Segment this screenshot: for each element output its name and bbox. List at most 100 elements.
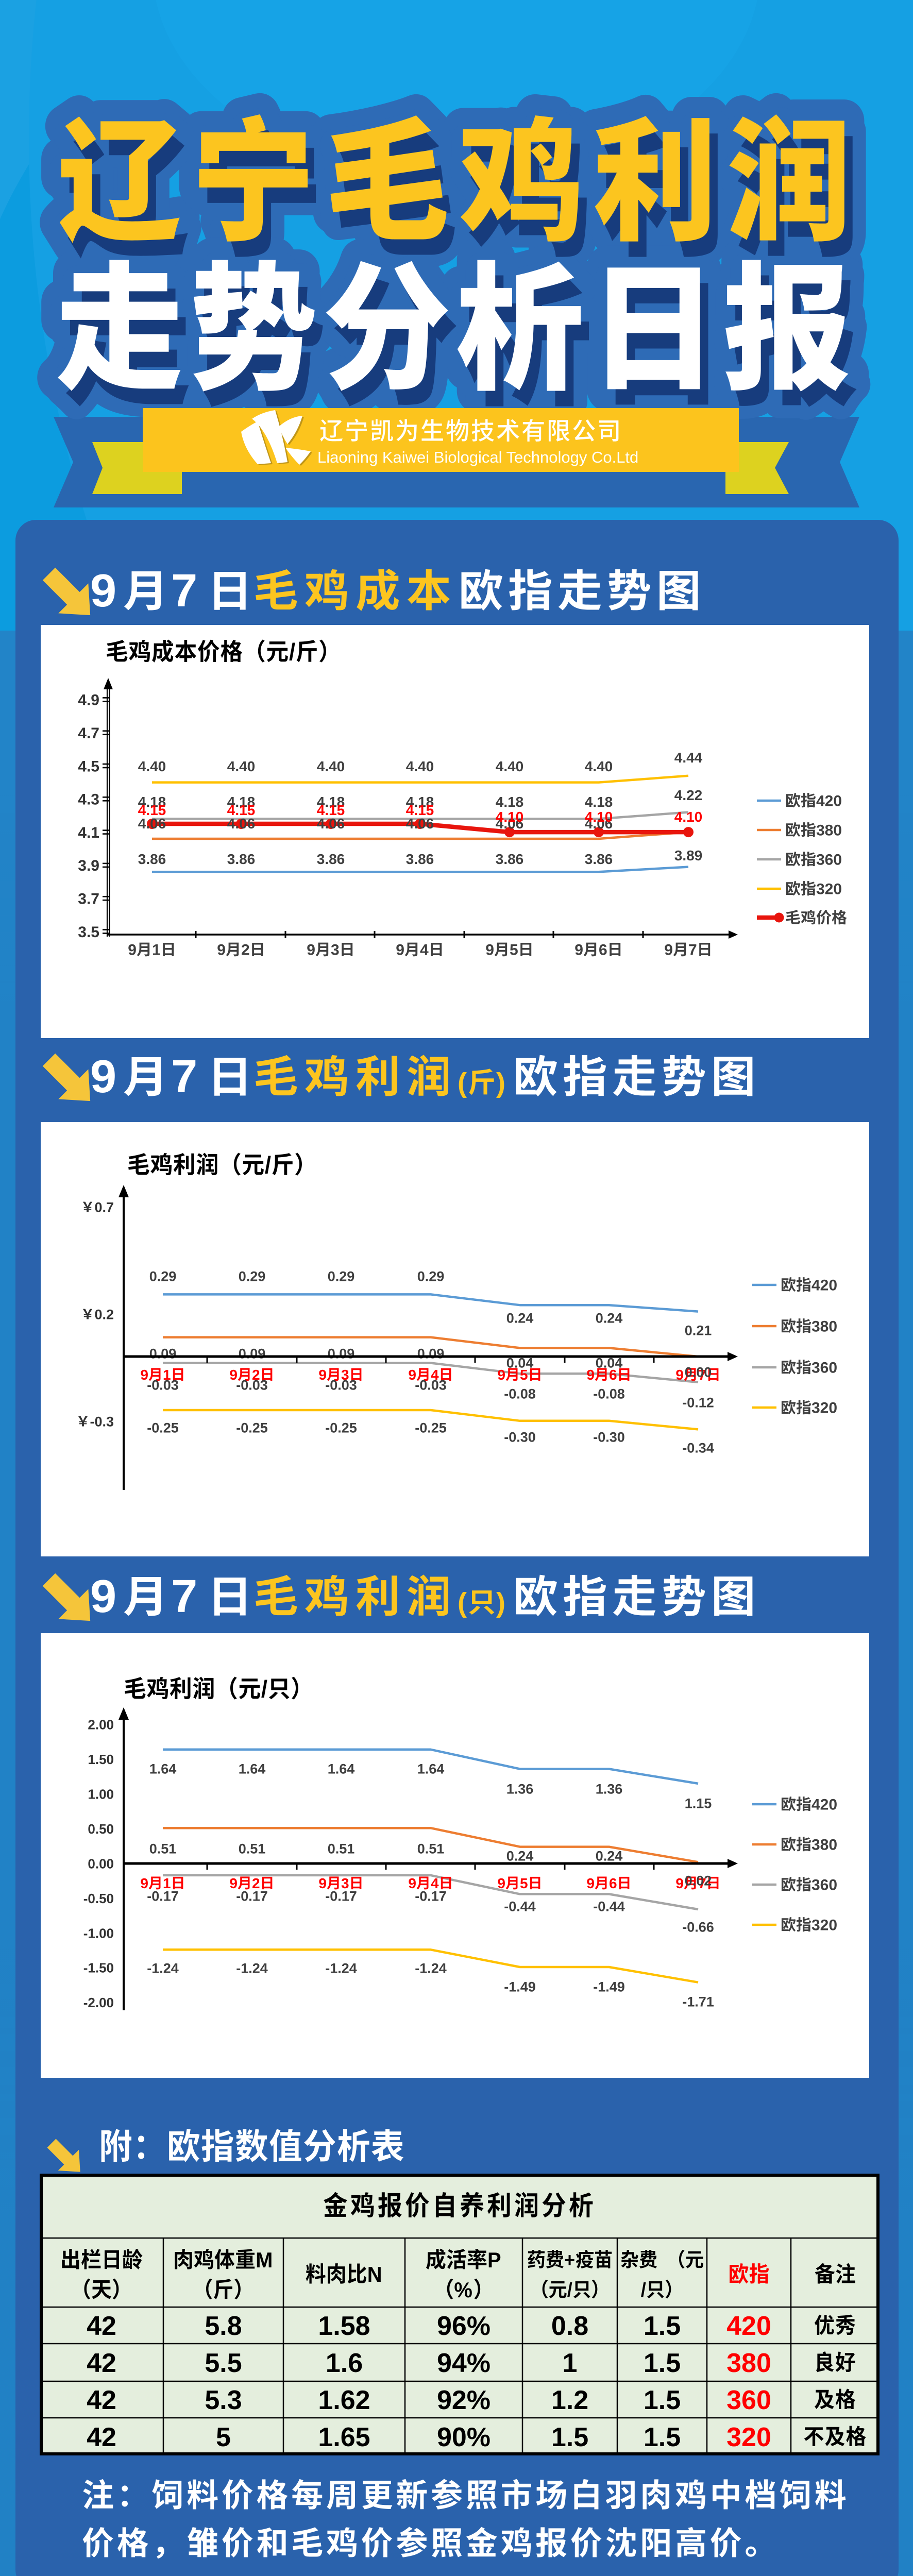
svg-text:2: 2 bbox=[820, 1917, 829, 1934]
svg-text:0.29: 0.29 bbox=[417, 1269, 445, 1284]
svg-text:5: 5 bbox=[510, 942, 518, 959]
svg-text:1.64: 1.64 bbox=[149, 1761, 177, 1777]
svg-text:4.40: 4.40 bbox=[138, 758, 166, 774]
svg-text:5.3: 5.3 bbox=[205, 2385, 242, 2415]
svg-text:/: / bbox=[261, 1675, 268, 1702]
svg-text:4.44: 4.44 bbox=[674, 750, 703, 766]
svg-text:0: 0 bbox=[833, 852, 842, 869]
svg-text:4: 4 bbox=[420, 942, 429, 959]
svg-text:6: 6 bbox=[609, 1367, 617, 1383]
svg-text:4.3: 4.3 bbox=[78, 791, 99, 808]
svg-text:-2.00: -2.00 bbox=[83, 1995, 114, 2010]
svg-text:9: 9 bbox=[675, 1875, 684, 1891]
svg-text:9: 9 bbox=[408, 1875, 416, 1891]
svg-text:1.5: 1.5 bbox=[644, 2385, 681, 2415]
svg-text:0: 0 bbox=[829, 1837, 837, 1854]
svg-text:3: 3 bbox=[811, 1400, 820, 1417]
svg-text:-0.17: -0.17 bbox=[415, 1889, 447, 1904]
svg-text:3: 3 bbox=[811, 1917, 820, 1934]
svg-text:3: 3 bbox=[811, 1360, 820, 1377]
svg-text:0: 0 bbox=[95, 1307, 103, 1323]
svg-text:-0.17: -0.17 bbox=[325, 1889, 357, 1904]
svg-text:4: 4 bbox=[431, 1367, 439, 1383]
svg-text:-0.34: -0.34 bbox=[682, 1440, 714, 1456]
svg-text:0.09: 0.09 bbox=[417, 1346, 445, 1362]
svg-text:1.5: 1.5 bbox=[644, 2422, 681, 2452]
svg-text:4.1: 4.1 bbox=[78, 824, 99, 841]
svg-text:/: / bbox=[289, 638, 296, 665]
svg-text:9: 9 bbox=[229, 1367, 238, 1383]
svg-text:0.51: 0.51 bbox=[149, 1841, 177, 1857]
svg-text:4.06: 4.06 bbox=[406, 816, 434, 832]
svg-text:9: 9 bbox=[664, 942, 673, 959]
svg-text:1.62: 1.62 bbox=[318, 2385, 370, 2415]
svg-text:0: 0 bbox=[829, 1318, 837, 1335]
svg-text:8: 8 bbox=[820, 1318, 829, 1335]
svg-text:-0.50: -0.50 bbox=[83, 1891, 114, 1906]
svg-text:0.09: 0.09 bbox=[149, 1346, 177, 1362]
svg-text:42: 42 bbox=[87, 2385, 116, 2415]
svg-text:4.40: 4.40 bbox=[585, 758, 613, 774]
svg-text:4.15: 4.15 bbox=[138, 802, 166, 818]
svg-text:7: 7 bbox=[171, 565, 197, 617]
svg-text:9: 9 bbox=[318, 1367, 327, 1383]
svg-text:3: 3 bbox=[811, 1877, 820, 1894]
svg-text:7: 7 bbox=[688, 942, 697, 959]
svg-text:3: 3 bbox=[816, 822, 825, 839]
svg-text:42: 42 bbox=[87, 2422, 116, 2452]
svg-text:-0.17: -0.17 bbox=[236, 1889, 268, 1904]
svg-text:4.18: 4.18 bbox=[138, 794, 166, 810]
svg-text:0.09: 0.09 bbox=[328, 1346, 355, 1362]
svg-text:9: 9 bbox=[408, 1367, 416, 1383]
svg-text:4.18: 4.18 bbox=[406, 794, 434, 810]
svg-text:3.86: 3.86 bbox=[138, 851, 166, 867]
svg-text:4.06: 4.06 bbox=[138, 816, 166, 832]
svg-text:42: 42 bbox=[87, 2311, 116, 2341]
svg-text:1: 1 bbox=[163, 1875, 171, 1891]
svg-text:0.8: 0.8 bbox=[551, 2311, 588, 2341]
svg-text:0.24: 0.24 bbox=[506, 1849, 534, 1864]
svg-text:9: 9 bbox=[140, 1367, 148, 1383]
svg-text:0.00: 0.00 bbox=[685, 1365, 712, 1380]
svg-text:0.50: 0.50 bbox=[88, 1821, 114, 1837]
svg-text:-0.03: -0.03 bbox=[325, 1378, 357, 1393]
svg-text:3.86: 3.86 bbox=[406, 851, 434, 867]
svg-text:4.18: 4.18 bbox=[317, 794, 345, 810]
svg-text:7: 7 bbox=[106, 1200, 114, 1215]
svg-text:4.10: 4.10 bbox=[674, 809, 703, 825]
svg-text:9: 9 bbox=[586, 1367, 595, 1383]
svg-text:-0.30: -0.30 bbox=[504, 1430, 536, 1445]
svg-text:420: 420 bbox=[726, 2311, 771, 2341]
svg-text:4.10: 4.10 bbox=[496, 809, 524, 825]
svg-text:1.64: 1.64 bbox=[417, 1761, 445, 1777]
svg-text:2: 2 bbox=[820, 1277, 829, 1294]
svg-text:.: . bbox=[103, 1307, 107, 1323]
svg-text:1.2: 1.2 bbox=[551, 2385, 588, 2415]
svg-text:6: 6 bbox=[820, 1360, 829, 1377]
svg-text:3: 3 bbox=[341, 1367, 349, 1383]
svg-text:7: 7 bbox=[698, 1875, 706, 1891]
svg-text:4.40: 4.40 bbox=[317, 758, 345, 774]
svg-text:4.18: 4.18 bbox=[496, 794, 524, 810]
svg-text:3.86: 3.86 bbox=[317, 851, 345, 867]
svg-text:-0.66: -0.66 bbox=[682, 1920, 714, 1935]
svg-text:1.15: 1.15 bbox=[685, 1796, 712, 1811]
svg-text:5: 5 bbox=[216, 2422, 231, 2452]
svg-text:0: 0 bbox=[833, 793, 842, 810]
svg-text:5: 5 bbox=[520, 1875, 528, 1891]
svg-text:2: 2 bbox=[825, 793, 834, 810]
svg-text:9: 9 bbox=[586, 1875, 595, 1891]
svg-text:4: 4 bbox=[811, 1277, 820, 1294]
svg-text:-0.08: -0.08 bbox=[593, 1386, 625, 1402]
svg-text:M: M bbox=[256, 2248, 273, 2272]
svg-text:7: 7 bbox=[171, 1571, 197, 1622]
svg-text:3.7: 3.7 bbox=[78, 891, 99, 908]
svg-text:2: 2 bbox=[252, 1875, 260, 1891]
svg-text:/: / bbox=[567, 2279, 572, 2301]
svg-text:-1.50: -1.50 bbox=[83, 1960, 114, 1976]
svg-text:.: . bbox=[103, 1200, 107, 1215]
svg-text:0.00: 0.00 bbox=[88, 1856, 114, 1871]
svg-text:1.36: 1.36 bbox=[596, 1782, 623, 1797]
svg-text:3: 3 bbox=[331, 942, 340, 959]
svg-text:1.5: 1.5 bbox=[644, 2311, 681, 2341]
